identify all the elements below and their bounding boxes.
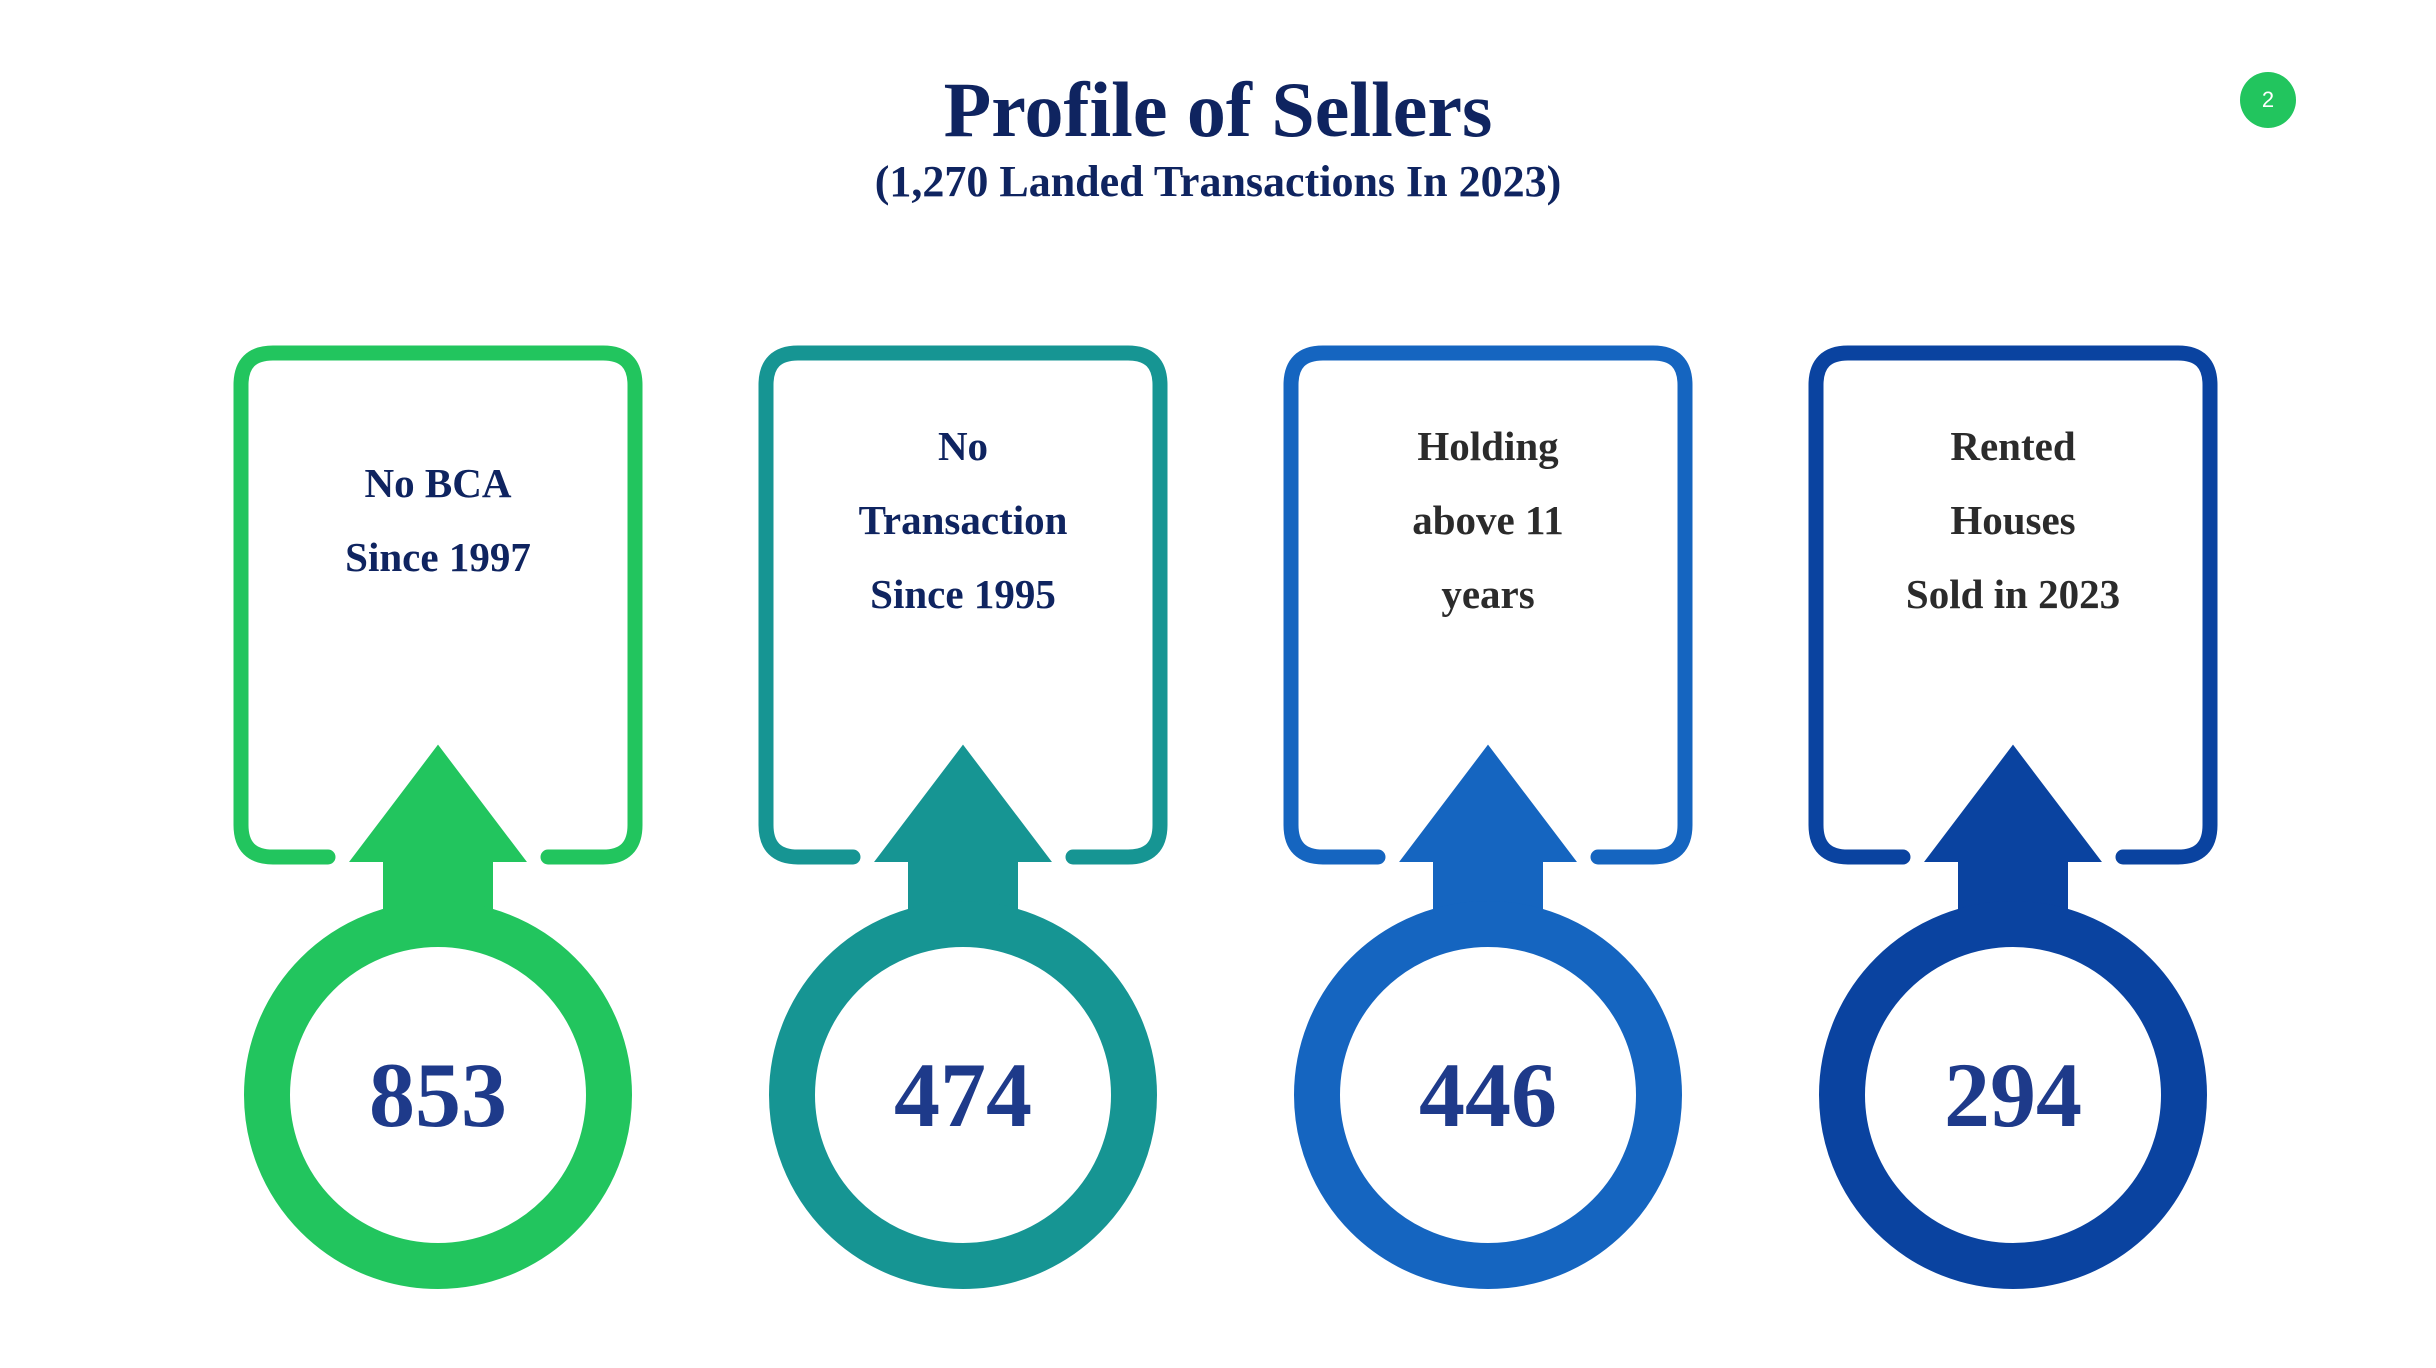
card-label: No Transaction Since 1995 xyxy=(858,423,1068,617)
profile-card: Holding above 11 years 446 xyxy=(1283,345,1693,1295)
card-value: 294 xyxy=(1944,1044,2082,1146)
profile-card: No Transaction Since 1995 474 xyxy=(758,345,1168,1295)
up-arrow-icon xyxy=(337,734,539,910)
card-frame xyxy=(1808,345,2218,865)
card-label: No BCA Since 1997 xyxy=(345,460,531,580)
card-value: 853 xyxy=(369,1044,507,1146)
value-ring xyxy=(1294,901,1682,1289)
up-arrow-icon xyxy=(1912,734,2114,910)
page-number-badge: 2 xyxy=(2240,72,2296,128)
card-frame xyxy=(233,345,643,865)
page-title: Profile of Sellers xyxy=(943,66,1493,153)
value-ring xyxy=(244,901,632,1289)
profile-card: No BCA Since 1997 853 xyxy=(233,345,643,1295)
up-arrow-icon xyxy=(1387,734,1589,910)
page-subtitle: (1,270 Landed Transactions In 2023) xyxy=(874,157,1562,206)
value-ring xyxy=(1819,901,2207,1289)
card-label: Rented Houses Sold in 2023 xyxy=(1905,423,2121,617)
card-value: 446 xyxy=(1419,1044,1557,1146)
card-value: 474 xyxy=(894,1044,1032,1146)
card-frame xyxy=(758,345,1168,865)
card-frame xyxy=(1283,345,1693,865)
up-arrow-icon xyxy=(862,734,1064,910)
value-ring xyxy=(769,901,1157,1289)
card-label: Holding above 11 years xyxy=(1412,423,1564,617)
profile-card: Rented Houses Sold in 2023 294 xyxy=(1808,345,2218,1295)
